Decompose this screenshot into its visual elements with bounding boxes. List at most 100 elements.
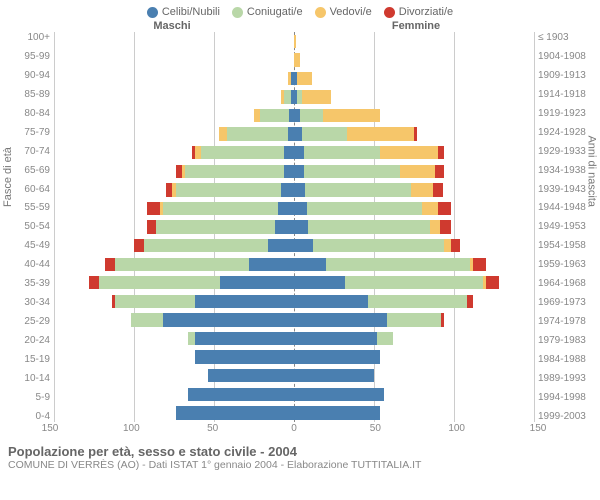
- age-label: 30-34: [0, 297, 50, 308]
- pyramid-row: [54, 385, 534, 404]
- age-axis: 100+95-9990-9485-8980-8475-7970-7465-696…: [0, 32, 54, 422]
- age-label: 90-94: [0, 70, 50, 81]
- legend-label: Divorziati/e: [399, 6, 453, 18]
- legend-item: Divorziati/e: [384, 6, 453, 18]
- legend-item: Coniugati/e: [232, 6, 303, 18]
- bar-segment-male: [220, 276, 294, 289]
- x-tick: 100: [123, 423, 140, 434]
- bar-segment-female: [294, 53, 300, 66]
- bar-segment-female: [294, 295, 368, 308]
- bar-segment-female: [294, 313, 387, 326]
- legend-label: Vedovi/e: [330, 6, 372, 18]
- legend-item: Celibi/Nubili: [147, 6, 220, 18]
- bar-segment-female: [294, 220, 308, 233]
- birth-year-label: 1984-1988: [538, 354, 600, 365]
- pyramid-row: [54, 143, 534, 162]
- bar-segment-male: [89, 276, 99, 289]
- x-tick: 0: [291, 423, 297, 434]
- bar-segment-male: [176, 406, 294, 419]
- bar-segment-female: [400, 165, 435, 178]
- bar-segment-female: [294, 146, 304, 159]
- bar-segment-female: [294, 332, 377, 345]
- bar-segment-female: [294, 388, 384, 401]
- age-label: 80-84: [0, 108, 50, 119]
- bar-segment-male: [275, 220, 294, 233]
- birth-year-label: 1974-1978: [538, 316, 600, 327]
- bar-segment-female: [304, 165, 400, 178]
- bar-segment-male: [278, 202, 294, 215]
- legend-swatch: [147, 7, 158, 18]
- header-male: Maschi: [50, 20, 294, 32]
- bar-segment-male: [99, 276, 221, 289]
- age-label: 50-54: [0, 221, 50, 232]
- pyramid-row: [54, 292, 534, 311]
- birth-year-label: 1979-1983: [538, 335, 600, 346]
- pyramid-row: [54, 236, 534, 255]
- bar-segment-female: [441, 313, 444, 326]
- age-label: 65-69: [0, 165, 50, 176]
- bar-segment-female: [294, 183, 305, 196]
- birth-year-label: 1989-1993: [538, 373, 600, 384]
- pyramid-row: [54, 106, 534, 125]
- birth-year-label: 1964-1968: [538, 278, 600, 289]
- bar-segment-female: [297, 72, 311, 85]
- birth-year-label: 1949-1953: [538, 221, 600, 232]
- bar-segment-female: [323, 109, 381, 122]
- age-label: 20-24: [0, 335, 50, 346]
- birth-year-label: 1934-1938: [538, 165, 600, 176]
- pyramid-row: [54, 311, 534, 330]
- x-tick: 50: [370, 423, 381, 434]
- age-label: 15-19: [0, 354, 50, 365]
- legend-label: Coniugati/e: [247, 6, 303, 18]
- age-label: 70-74: [0, 146, 50, 157]
- pyramid-row: [54, 404, 534, 423]
- bar-segment-male: [147, 220, 157, 233]
- bar-segment-female: [467, 295, 473, 308]
- birth-year-label: 1924-1928: [538, 127, 600, 138]
- bars-container: [54, 32, 534, 422]
- pyramid-row: [54, 32, 534, 51]
- population-pyramid-chart: 100+95-9990-9485-8980-8475-7970-7465-696…: [0, 32, 600, 422]
- plot-area: [54, 32, 534, 422]
- bar-segment-female: [430, 220, 440, 233]
- bar-segment-male: [115, 258, 249, 271]
- bar-segment-female: [300, 109, 322, 122]
- bar-segment-male: [185, 165, 284, 178]
- bar-segment-female: [433, 183, 443, 196]
- bar-segment-male: [281, 183, 294, 196]
- chart-footer: Popolazione per età, sesso e stato civil…: [0, 438, 600, 471]
- bar-segment-female: [304, 146, 381, 159]
- pyramid-row: [54, 255, 534, 274]
- bar-segment-male: [156, 220, 274, 233]
- bar-segment-male: [115, 295, 195, 308]
- birth-year-label: ≤ 1903: [538, 32, 600, 43]
- age-label: 0-4: [0, 411, 50, 422]
- bar-segment-male: [249, 258, 294, 271]
- bar-segment-female: [368, 295, 467, 308]
- bar-segment-male: [219, 127, 227, 140]
- bar-segment-male: [284, 165, 294, 178]
- birth-year-label: 1959-1963: [538, 259, 600, 270]
- pyramid-row: [54, 366, 534, 385]
- birth-year-label: 1999-2003: [538, 411, 600, 422]
- bar-segment-female: [294, 369, 374, 382]
- bar-segment-female: [440, 220, 451, 233]
- bar-segment-female: [377, 332, 393, 345]
- pyramid-row: [54, 199, 534, 218]
- pyramid-row: [54, 218, 534, 237]
- bar-segment-male: [195, 332, 294, 345]
- birth-year-label: 1914-1918: [538, 89, 600, 100]
- age-label: 10-14: [0, 373, 50, 384]
- birth-year-label: 1939-1943: [538, 184, 600, 195]
- pyramid-row: [54, 274, 534, 293]
- bar-segment-male: [147, 202, 160, 215]
- birth-year-label: 1909-1913: [538, 70, 600, 81]
- bar-segment-female: [302, 90, 331, 103]
- bar-segment-male: [163, 313, 294, 326]
- bar-segment-female: [380, 146, 438, 159]
- age-label: 40-44: [0, 259, 50, 270]
- bar-segment-female: [422, 202, 438, 215]
- x-tick: 100: [448, 423, 465, 434]
- age-label: 5-9: [0, 392, 50, 403]
- bar-segment-female: [307, 202, 422, 215]
